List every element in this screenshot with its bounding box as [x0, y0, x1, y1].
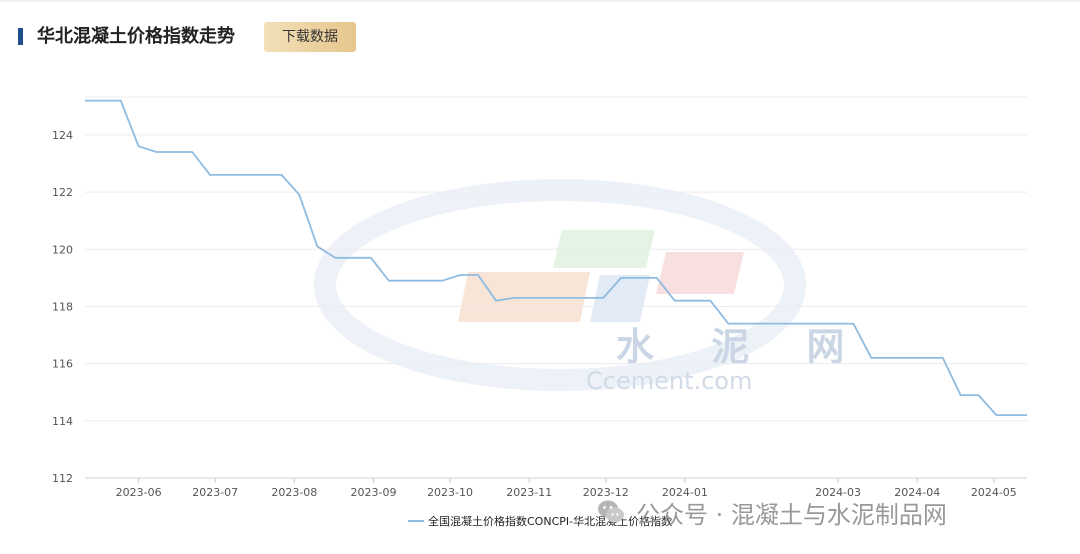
x-tick-label: 2023-09: [350, 486, 396, 499]
y-axis: 112 114 116 118 120 122 124: [52, 129, 73, 485]
watermark: 水 泥 网 Ccement.com: [314, 179, 866, 395]
x-tick-label: 2024-01: [662, 486, 708, 499]
x-tick-label: 2023-06: [116, 486, 162, 499]
y-tick-label: 118: [52, 300, 73, 313]
x-tick-label: 2023-11: [506, 486, 552, 499]
x-tick-label: 2023-12: [583, 486, 629, 499]
watermark-en-text: Ccement.com: [586, 367, 752, 395]
x-axis: 2023-06 2023-07 2023-08 2023-09 2023-10 2023-…: [85, 477, 1027, 499]
x-tick-label: 2023-08: [271, 486, 317, 499]
x-tick-label: 2023-10: [427, 486, 473, 499]
series-layer: [85, 99, 1027, 417]
y-tick-label: 124: [52, 129, 73, 142]
x-tick-label: 2023-07: [192, 486, 238, 499]
wechat-icon: [598, 500, 624, 523]
x-tick-label: 2024-04: [894, 486, 940, 499]
y-tick-label: 122: [52, 186, 73, 199]
x-tick-label: 2024-03: [815, 486, 861, 499]
watermark-cn-text: 水 泥 网: [616, 325, 866, 369]
y-tick-label: 114: [52, 415, 73, 428]
y-tick-label: 112: [52, 472, 73, 485]
title-accent-bar: [18, 28, 23, 45]
x-tick-label: 2024-05: [971, 486, 1017, 499]
wechat-overlay-text: 公众号 · 混凝土与水泥制品网: [636, 500, 947, 529]
y-tick-label: 116: [52, 358, 73, 371]
page-title: 华北混凝土价格指数走势: [37, 26, 235, 47]
wechat-overlay: 公众号 · 混凝土与水泥制品网: [596, 494, 947, 530]
top-divider: [0, 0, 1080, 2]
y-tick-label: 120: [52, 243, 73, 256]
series-line: [85, 99, 1027, 417]
download-data-button[interactable]: 下载数据: [264, 22, 356, 52]
